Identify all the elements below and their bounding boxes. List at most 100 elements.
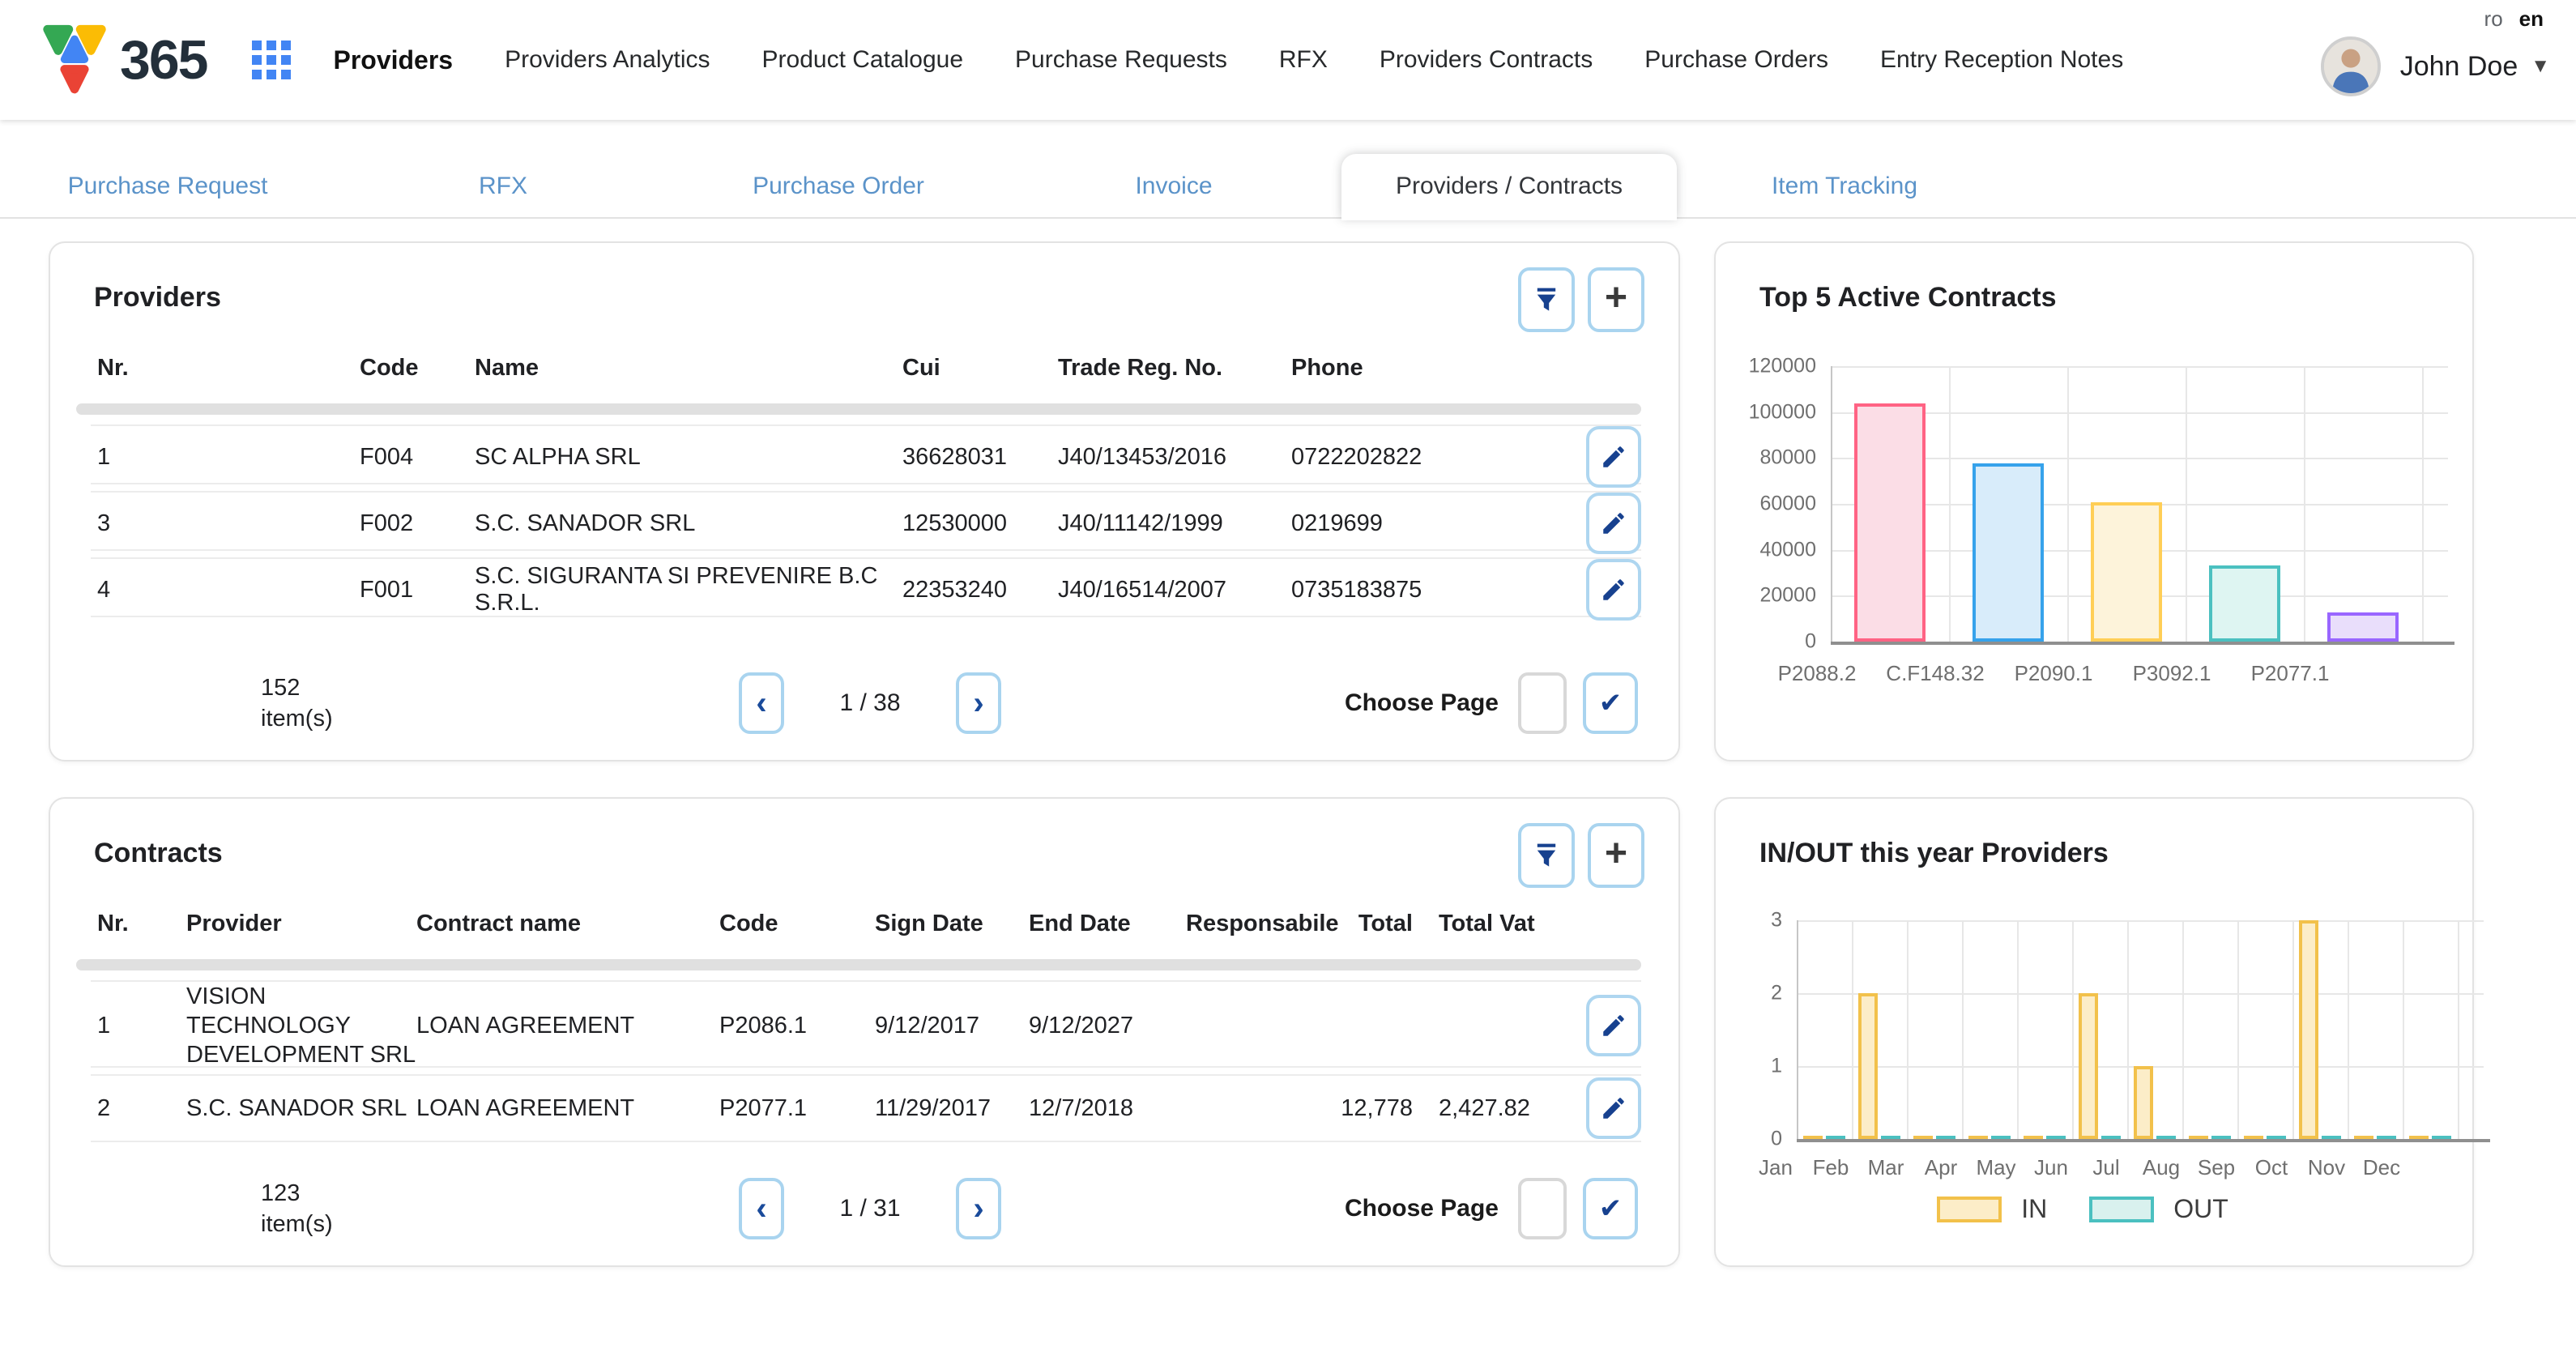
edit-pencil-icon: [1600, 1012, 1627, 1039]
bar-in-Jan: [1803, 1136, 1823, 1139]
y-tick-label: 80000: [1716, 446, 1816, 470]
horizontal-scrollbar[interactable]: [76, 959, 1641, 970]
bar-in-Feb: [1858, 993, 1878, 1139]
cell-code: P2077.1: [719, 1095, 875, 1122]
legend-label-in: IN: [2021, 1194, 2047, 1224]
nav-item-providers-analytics[interactable]: Providers Analytics: [505, 46, 710, 74]
contracts-prev-page-button[interactable]: ‹: [739, 1178, 784, 1239]
user-name: John Doe: [2400, 51, 2518, 83]
gridline-v: [2017, 920, 2019, 1139]
y-tick-label: 2: [1716, 982, 1782, 1005]
cell-phone: 0722202822: [1291, 444, 1534, 471]
gridline-h: [1797, 920, 2484, 922]
bar-in-Nov: [2354, 1136, 2373, 1139]
tab-rfx[interactable]: RFX: [335, 154, 671, 219]
contracts-add-button[interactable]: +: [1588, 823, 1644, 888]
col-total: Total: [1338, 911, 1422, 937]
chevron-left-icon: ‹: [756, 685, 766, 722]
contracts-choose-page-input[interactable]: [1518, 1178, 1567, 1239]
cell-total: 12,778: [1338, 1095, 1422, 1122]
nav-item-providers[interactable]: Providers: [333, 45, 453, 75]
bar-C.F148.32: [1973, 463, 2044, 642]
tab-providers-contracts[interactable]: Providers / Contracts: [1341, 154, 1677, 219]
cell-nr: 4: [97, 577, 360, 604]
providers-prev-page-button[interactable]: ‹: [739, 672, 784, 734]
edit-row-button[interactable]: [1586, 493, 1641, 554]
col-end-date: End Date: [1029, 911, 1186, 937]
user-menu[interactable]: John Doe ▼: [2321, 36, 2550, 96]
bar-in-Apr: [1968, 1136, 1988, 1139]
y-tick-label: 120000: [1716, 355, 1816, 378]
providers-next-page-button[interactable]: ›: [956, 672, 1001, 734]
chevron-down-icon: ▼: [2531, 55, 2550, 78]
x-tick-label: P2077.1: [2217, 661, 2363, 686]
horizontal-scrollbar[interactable]: [76, 403, 1641, 415]
contracts-go-page-button[interactable]: ✔: [1583, 1178, 1638, 1239]
cell-sign-date: 9/12/2017: [875, 1013, 1029, 1039]
providers-filter-button[interactable]: [1518, 267, 1575, 332]
cell-code: F001: [360, 577, 475, 604]
contracts-filter-button[interactable]: [1518, 823, 1575, 888]
contracts-panel: Contracts + Nr. Provider Contract name C…: [49, 797, 1680, 1267]
top-bar: 365 Providers Providers Analytics Product …: [0, 0, 2576, 120]
gridline-v: [2458, 920, 2459, 1139]
gridline-v: [1852, 920, 1853, 1139]
y-tick-label: 1: [1716, 1055, 1782, 1078]
lang-en[interactable]: en: [2519, 6, 2544, 31]
bar-out-May: [2046, 1136, 2066, 1139]
cell-cui: 36628031: [902, 444, 1058, 471]
gridline-v: [1949, 366, 1951, 642]
y-tick-label: 3: [1716, 909, 1782, 932]
bar-in-Aug: [2189, 1136, 2208, 1139]
legend-swatch-out: [2089, 1197, 2154, 1222]
providers-go-page-button[interactable]: ✔: [1583, 672, 1638, 734]
providers-panel-title: Providers: [94, 282, 221, 314]
cell-trade-reg: J40/16514/2007: [1058, 577, 1291, 604]
edit-pencil-icon: [1600, 443, 1627, 471]
providers-choose-page-input[interactable]: [1518, 672, 1567, 734]
edit-row-button[interactable]: [1586, 1077, 1641, 1139]
chevron-right-icon: ›: [973, 685, 983, 722]
nav-item-rfx[interactable]: RFX: [1279, 46, 1328, 74]
cell-end-date: 12/7/2018: [1029, 1095, 1186, 1122]
edit-row-button[interactable]: [1586, 559, 1641, 621]
gridline-v: [2348, 920, 2349, 1139]
apps-grid-icon[interactable]: [252, 41, 291, 79]
gridline-v: [2403, 920, 2404, 1139]
tab-purchase-order[interactable]: Purchase Order: [671, 154, 1006, 219]
lang-ro[interactable]: ro: [2484, 6, 2503, 31]
edit-row-button[interactable]: [1586, 995, 1641, 1056]
nav-item-entry-reception-notes[interactable]: Entry Reception Notes: [1880, 46, 2123, 74]
providers-add-button[interactable]: +: [1588, 267, 1644, 332]
contracts-choose-page-label: Choose Page: [1345, 1195, 1499, 1222]
bar-in-Mar: [1913, 1136, 1933, 1139]
gridline-v: [1962, 920, 1964, 1139]
contracts-next-page-button[interactable]: ›: [956, 1178, 1001, 1239]
cell-phone: 0735183875: [1291, 577, 1534, 604]
nav-item-product-catalogue[interactable]: Product Catalogue: [762, 46, 964, 74]
bar-out-Jul: [2156, 1136, 2176, 1139]
nav-item-purchase-orders[interactable]: Purchase Orders: [1644, 46, 1828, 74]
x-axis-line: [1831, 642, 2454, 645]
app-logo[interactable]: 365: [39, 19, 207, 100]
tab-purchase-request[interactable]: Purchase Request: [0, 154, 335, 219]
gridline-v: [1831, 366, 1832, 642]
nav-item-purchase-requests[interactable]: Purchase Requests: [1015, 46, 1227, 74]
tab-invoice[interactable]: Invoice: [1006, 154, 1341, 219]
top5-chart-title: Top 5 Active Contracts: [1759, 282, 2057, 314]
nav-item-providers-contracts[interactable]: Providers Contracts: [1380, 46, 1593, 74]
providers-table: Nr. Code Name Cui Trade Reg. No. Phone 1…: [91, 347, 1641, 624]
check-icon: ✔: [1599, 687, 1623, 719]
tab-strip: Purchase RequestRFXPurchase OrderInvoice…: [0, 120, 2576, 219]
filter-icon: [1533, 841, 1559, 870]
tab-item-tracking[interactable]: Item Tracking: [1677, 154, 2012, 219]
col-responsabile: Responsabile: [1186, 911, 1338, 937]
cell-trade-reg: J40/11142/1999: [1058, 510, 1291, 537]
bar-out-Nov: [2377, 1136, 2396, 1139]
y-tick-label: 0: [1716, 1128, 1782, 1151]
top-right-area: roen John Doe ▼: [2321, 6, 2550, 96]
col-total-vat: Total Vat: [1422, 911, 1552, 937]
y-tick-label: 100000: [1716, 400, 1816, 424]
edit-row-button[interactable]: [1586, 426, 1641, 488]
legend-swatch-in: [1937, 1197, 2002, 1222]
